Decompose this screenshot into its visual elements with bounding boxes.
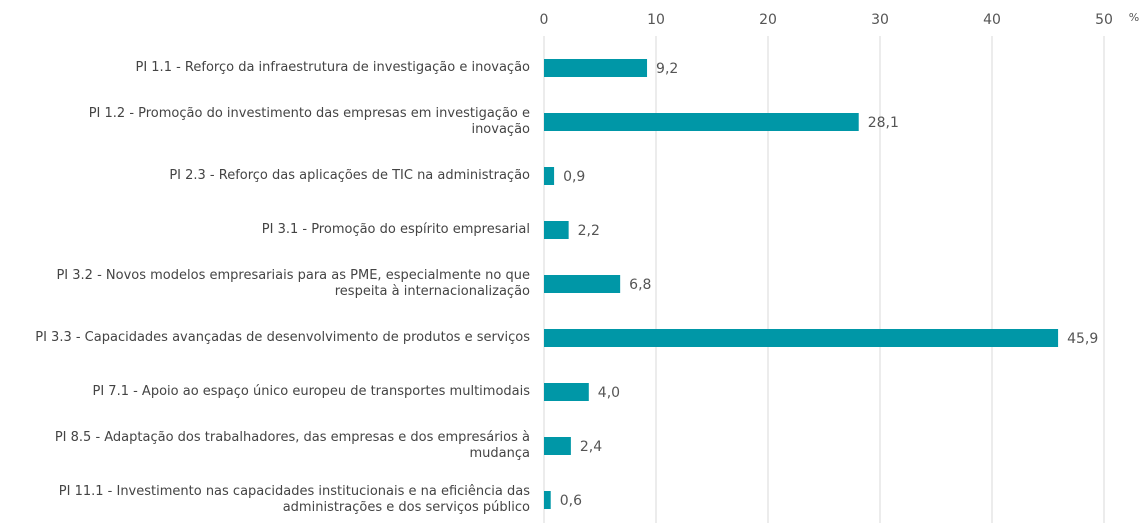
x-tick-label: 10 [647,12,665,28]
category-label: PI 3.2 - Novos modelos empresariais para… [56,268,530,299]
category-label: PI 1.2 - Promoção do investimento das em… [88,106,530,137]
x-tick-label: 0 [540,12,549,28]
bar [544,59,648,77]
bar [544,275,621,293]
category-label: PI 11.1 - Investimento nas capacidades i… [58,484,530,515]
bar [544,491,551,509]
bar [544,167,555,185]
value-label: 28,1 [868,115,899,131]
value-label: 6,8 [629,277,651,293]
bar [544,437,571,455]
value-label: 0,6 [560,493,582,509]
axis-unit: % [1129,11,1139,24]
value-label: 2,2 [578,223,600,239]
bar [544,329,1059,347]
value-label: 2,4 [580,439,602,455]
bar [544,221,569,239]
value-label: 9,2 [656,61,678,77]
value-label: 4,0 [598,385,620,401]
value-label: 0,9 [563,169,585,185]
bar [544,383,589,401]
category-label: PI 3.1 - Promoção do espírito empresaria… [261,222,530,237]
x-tick-label: 30 [871,12,889,28]
category-label: PI 3.3 - Capacidades avançadas de desenv… [35,330,530,345]
category-label: PI 7.1 - Apoio ao espaço único europeu d… [92,384,531,399]
category-label: PI 1.1 - Reforço da infraestrutura de in… [135,60,530,75]
category-label: PI 2.3 - Reforço das aplicações de TIC n… [169,168,530,183]
x-tick-label: 40 [983,12,1001,28]
x-tick-label: 50 [1095,12,1113,28]
bar [544,113,859,131]
x-tick-label: 20 [759,12,777,28]
category-label: PI 8.5 - Adaptação dos trabalhadores, da… [54,430,530,461]
value-label: 45,9 [1067,331,1098,347]
